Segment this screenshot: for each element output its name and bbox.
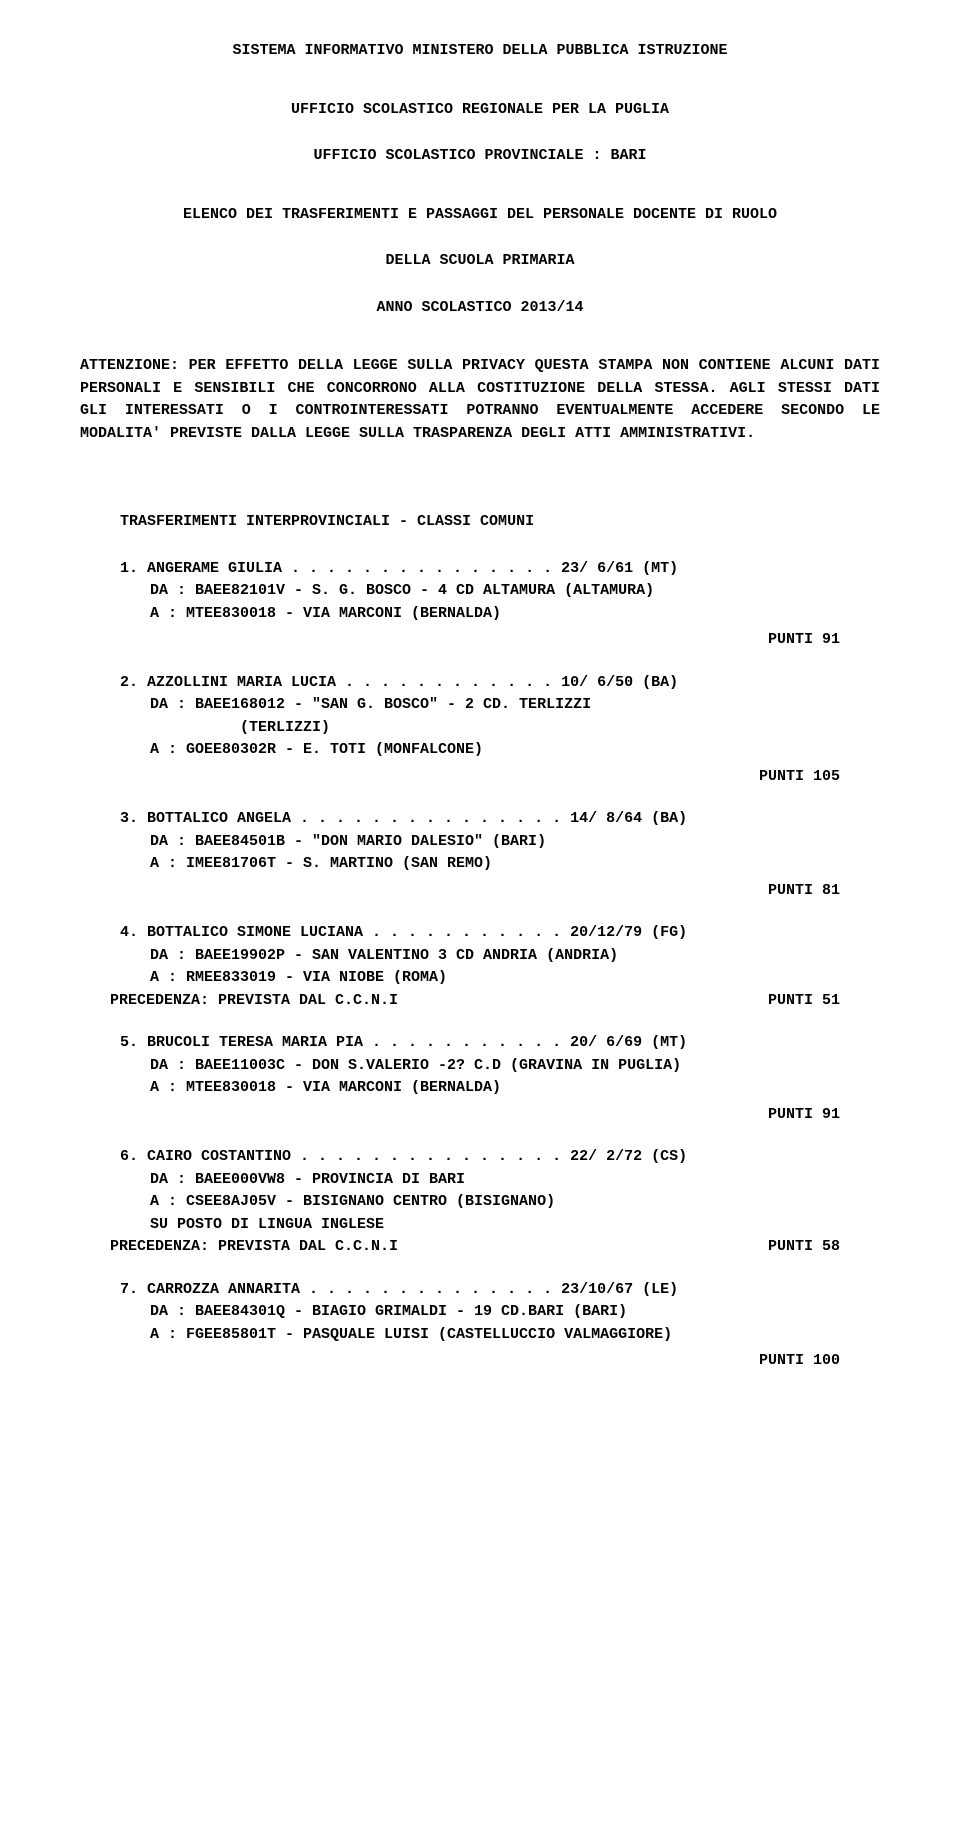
entry-da: DA : BAEE000VW8 - PROVINCIA DI BARI <box>80 1169 880 1192</box>
entry-points: PUNTI 58 <box>768 1236 840 1259</box>
header-line-5: DELLA SCUOLA PRIMARIA <box>80 250 880 273</box>
entry-head: 2. AZZOLLINI MARIA LUCIA . . . . . . . .… <box>80 672 880 695</box>
entry-da: DA : BAEE19902P - SAN VALENTINO 3 CD AND… <box>80 945 880 968</box>
entry-head: 1. ANGERAME GIULIA . . . . . . . . . . .… <box>80 558 880 581</box>
entry-precedenza: PRECEDENZA: PREVISTA DAL C.C.N.I <box>80 1236 398 1259</box>
entry: 2. AZZOLLINI MARIA LUCIA . . . . . . . .… <box>80 672 880 789</box>
entry-a: A : MTEE830018 - VIA MARCONI (BERNALDA) <box>80 603 880 626</box>
entry-note: SU POSTO DI LINGUA INGLESE <box>80 1214 880 1237</box>
entry-head: 3. BOTTALICO ANGELA . . . . . . . . . . … <box>80 808 880 831</box>
entry: 7. CARROZZA ANNARITA . . . . . . . . . .… <box>80 1279 880 1373</box>
entry: 6. CAIRO COSTANTINO . . . . . . . . . . … <box>80 1146 880 1259</box>
entry-points: PUNTI 51 <box>768 990 840 1013</box>
entry: 1. ANGERAME GIULIA . . . . . . . . . . .… <box>80 558 880 652</box>
entry-points: PUNTI 105 <box>80 766 880 789</box>
entry-head: 4. BOTTALICO SIMONE LUCIANA . . . . . . … <box>80 922 880 945</box>
entry-precedenza: PRECEDENZA: PREVISTA DAL C.C.N.I <box>80 990 398 1013</box>
entry-da: DA : BAEE11003C - DON S.VALERIO -2? C.D … <box>80 1055 880 1078</box>
entry-extra: (TERLIZZI) <box>80 717 880 740</box>
entry-da: DA : BAEE84501B - "DON MARIO DALESIO" (B… <box>80 831 880 854</box>
header-line-4: ELENCO DEI TRASFERIMENTI E PASSAGGI DEL … <box>80 204 880 227</box>
entry-a: A : IMEE81706T - S. MARTINO (SAN REMO) <box>80 853 880 876</box>
entry-a: A : CSEE8AJ05V - BISIGNANO CENTRO (BISIG… <box>80 1191 880 1214</box>
entry-points: PUNTI 100 <box>80 1350 880 1373</box>
entry-head: 6. CAIRO COSTANTINO . . . . . . . . . . … <box>80 1146 880 1169</box>
entry-da: DA : BAEE168012 - "SAN G. BOSCO" - 2 CD.… <box>80 694 880 717</box>
entry-a: A : RMEE833019 - VIA NIOBE (ROMA) <box>80 967 880 990</box>
entry-da: DA : BAEE84301Q - BIAGIO GRIMALDI - 19 C… <box>80 1301 880 1324</box>
entry-a: A : GOEE80302R - E. TOTI (MONFALCONE) <box>80 739 880 762</box>
header-line-3: UFFICIO SCOLASTICO PROVINCIALE : BARI <box>80 145 880 168</box>
entry-a: A : MTEE830018 - VIA MARCONI (BERNALDA) <box>80 1077 880 1100</box>
document-page: SISTEMA INFORMATIVO MINISTERO DELLA PUBB… <box>80 40 880 1373</box>
privacy-notice: ATTENZIONE: PER EFFETTO DELLA LEGGE SULL… <box>80 355 880 445</box>
entry-points: PUNTI 91 <box>80 629 880 652</box>
entry-da: DA : BAEE82101V - S. G. BOSCO - 4 CD ALT… <box>80 580 880 603</box>
header-line-1: SISTEMA INFORMATIVO MINISTERO DELLA PUBB… <box>80 40 880 63</box>
entry: 3. BOTTALICO ANGELA . . . . . . . . . . … <box>80 808 880 902</box>
entry: 5. BRUCOLI TERESA MARIA PIA . . . . . . … <box>80 1032 880 1126</box>
entry-points: PUNTI 91 <box>80 1104 880 1127</box>
entries-list: 1. ANGERAME GIULIA . . . . . . . . . . .… <box>80 558 880 1373</box>
entry-head: 7. CARROZZA ANNARITA . . . . . . . . . .… <box>80 1279 880 1302</box>
entry-points: PUNTI 81 <box>80 880 880 903</box>
entry-a: A : FGEE85801T - PASQUALE LUISI (CASTELL… <box>80 1324 880 1347</box>
entry: 4. BOTTALICO SIMONE LUCIANA . . . . . . … <box>80 922 880 1012</box>
header-line-6: ANNO SCOLASTICO 2013/14 <box>80 297 880 320</box>
entry-head: 5. BRUCOLI TERESA MARIA PIA . . . . . . … <box>80 1032 880 1055</box>
section-title: TRASFERIMENTI INTERPROVINCIALI - CLASSI … <box>80 511 880 534</box>
header-line-2: UFFICIO SCOLASTICO REGIONALE PER LA PUGL… <box>80 99 880 122</box>
